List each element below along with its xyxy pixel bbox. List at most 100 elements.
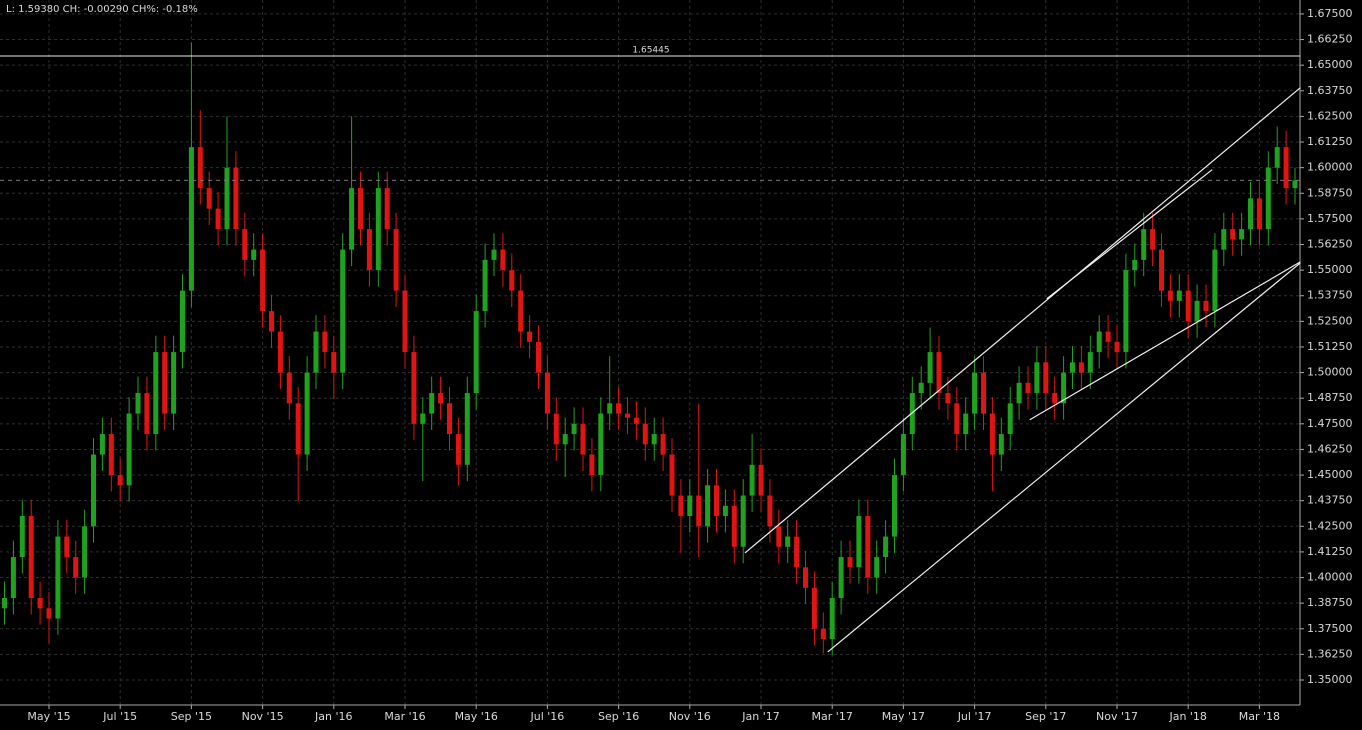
candle-body xyxy=(233,167,239,230)
candle-body xyxy=(972,372,978,414)
candle-body xyxy=(1061,372,1067,404)
y-tick-label: 1.50000 xyxy=(1307,366,1353,379)
candle-body xyxy=(340,249,346,373)
y-tick-label: 1.51250 xyxy=(1307,340,1353,353)
candle-body xyxy=(758,464,764,496)
candle-body xyxy=(375,188,381,271)
candle-body xyxy=(776,526,782,547)
y-tick-label: 1.56250 xyxy=(1307,237,1353,250)
y-tick-label: 1.37500 xyxy=(1307,622,1353,635)
candle-body xyxy=(553,413,559,445)
candle-body xyxy=(384,188,390,230)
candle-body xyxy=(491,249,497,260)
candle-body xyxy=(1123,270,1129,353)
y-tick-label: 1.36250 xyxy=(1307,647,1353,660)
candle-body xyxy=(883,536,889,558)
y-tick-label: 1.58750 xyxy=(1307,186,1353,199)
candle-body xyxy=(91,454,96,527)
candle-body xyxy=(411,352,417,424)
candle-body xyxy=(224,167,230,230)
x-tick-label: Jan '17 xyxy=(741,710,779,723)
y-tick-label: 1.46250 xyxy=(1307,442,1353,455)
candle-body xyxy=(669,454,675,496)
candle-body xyxy=(785,536,791,547)
candle-body xyxy=(527,331,533,342)
candle-body xyxy=(1034,362,1040,394)
candle-body xyxy=(349,188,355,250)
candle-body xyxy=(1194,300,1200,322)
candle-body xyxy=(1256,198,1262,230)
candle-body xyxy=(625,413,630,418)
trend-line xyxy=(1046,169,1213,300)
candle-body xyxy=(1007,403,1013,435)
candle-body xyxy=(580,423,586,455)
candle-body xyxy=(1221,229,1227,250)
candle-body xyxy=(1167,290,1173,301)
x-tick-label: Sep '15 xyxy=(171,710,212,723)
y-tick-label: 1.38750 xyxy=(1307,596,1353,609)
candle-body xyxy=(322,331,328,353)
candle-body xyxy=(55,536,61,619)
candle-body xyxy=(651,434,657,445)
candle-body xyxy=(1025,382,1031,394)
candle-body xyxy=(429,393,435,414)
candle-body xyxy=(954,403,960,435)
candle-body xyxy=(1043,362,1049,394)
x-tick-label: Mar '17 xyxy=(812,710,853,723)
candle-body xyxy=(197,147,203,189)
candle-body xyxy=(464,393,470,465)
candle-body xyxy=(562,434,568,445)
candle-body xyxy=(1114,341,1120,353)
candle-body xyxy=(1078,362,1084,373)
candle-body xyxy=(544,372,550,414)
candle-body xyxy=(260,249,266,312)
candle-body xyxy=(900,434,906,476)
y-tick-label: 1.63750 xyxy=(1307,84,1353,97)
candle-body xyxy=(473,311,479,394)
candle-body xyxy=(438,393,444,404)
candle-body xyxy=(749,464,755,496)
y-tick-label: 1.47500 xyxy=(1307,417,1353,430)
candle-body xyxy=(153,352,159,435)
candle-body xyxy=(571,423,577,435)
candle-body xyxy=(909,393,915,435)
y-tick-label: 1.53750 xyxy=(1307,289,1353,302)
candle-body xyxy=(1096,331,1102,353)
y-tick-label: 1.55000 xyxy=(1307,263,1353,276)
candle-body xyxy=(616,403,622,414)
candle-body xyxy=(518,290,524,332)
x-tick-label: Nov '15 xyxy=(242,710,284,723)
candle-body xyxy=(856,516,862,568)
candle-body xyxy=(1292,180,1298,189)
candle-body xyxy=(393,229,399,291)
plot xyxy=(2,42,1298,656)
y-tick-label: 1.60000 xyxy=(1307,161,1353,174)
candle-body xyxy=(1070,362,1075,373)
candle-body xyxy=(331,352,337,373)
x-tick-label: May '15 xyxy=(27,710,70,723)
candle-body xyxy=(936,352,942,394)
candle-body xyxy=(455,434,461,465)
candle-body xyxy=(678,495,684,517)
candle-body xyxy=(607,403,613,414)
candle-body xyxy=(500,249,506,271)
candle-body xyxy=(366,229,372,271)
candle-body xyxy=(2,598,7,609)
x-tick-label: Jan '18 xyxy=(1168,710,1206,723)
candle-body xyxy=(37,598,43,609)
candle-body xyxy=(99,434,105,455)
candle-body xyxy=(277,331,283,373)
candle-body xyxy=(705,485,711,527)
candle-body xyxy=(19,516,25,558)
candle-body xyxy=(660,434,666,455)
candle-body xyxy=(144,393,150,435)
candle-body xyxy=(963,413,969,435)
candle-body xyxy=(829,598,835,640)
x-tick-label: Mar '18 xyxy=(1239,710,1280,723)
x-tick-label: Jul '17 xyxy=(957,710,992,723)
candle-body xyxy=(714,485,719,517)
candle-body xyxy=(1239,229,1245,240)
candle-body xyxy=(1141,229,1147,260)
candle-body xyxy=(242,229,248,260)
